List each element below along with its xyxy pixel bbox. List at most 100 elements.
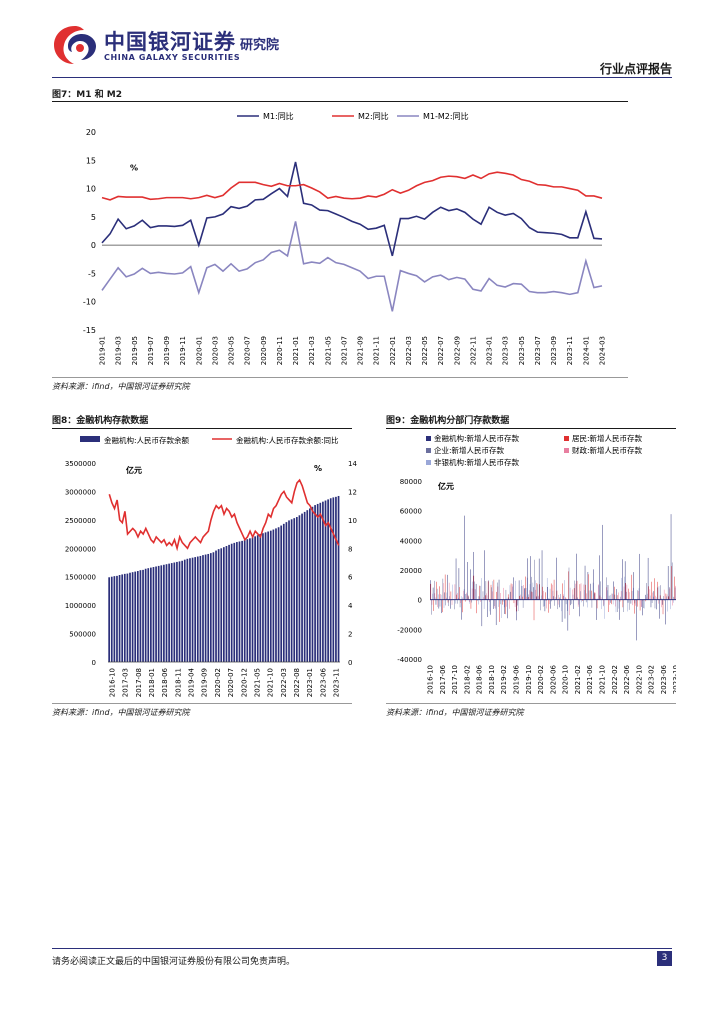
deposit-balance-bar (236, 542, 238, 662)
figure-7-title-rule (52, 101, 628, 102)
x-tick-label: 2019-02 (500, 665, 508, 694)
left-y-tick-label: 2500000 (65, 517, 96, 525)
x-tick-label: 2019-04 (188, 667, 196, 697)
deposit-balance-bar (194, 557, 197, 662)
y-tick-label: 10 (86, 185, 96, 194)
x-tick-label: 2023-10 (672, 665, 676, 694)
y-tick-label: 80000 (400, 478, 422, 486)
deposit-balance-bar (293, 518, 296, 662)
deposit-balance-bar (288, 520, 290, 662)
x-tick-label: 2024-01 (582, 336, 590, 365)
right-y-tick-label: 6 (348, 574, 353, 582)
deposit-balance-bar (155, 566, 157, 662)
deposit-balance-bar (275, 528, 277, 662)
right-y-tick-label: 14 (348, 460, 357, 468)
deposit-balance-bar (246, 539, 249, 662)
deposit-balance-bar (285, 522, 288, 662)
deposit-balance-bar (298, 515, 301, 662)
deposit-balance-bar (170, 563, 173, 662)
deposit-balance-bar (256, 535, 259, 662)
x-tick-label: 2018-11 (174, 668, 182, 697)
right-y-tick-label: 10 (348, 517, 357, 525)
left-y-tick-label: 1000000 (65, 602, 96, 610)
y-tick-label: 15 (86, 156, 96, 165)
x-tick-label: 2019-01 (99, 336, 107, 365)
deposit-balance-bar (183, 559, 186, 662)
legend-label: 金融机构:人民币存款余额:同比 (236, 435, 339, 445)
deposit-balance-bar (337, 495, 340, 662)
deposit-balance-bar (160, 565, 163, 662)
y-tick-label: 20000 (400, 567, 422, 575)
deposit-balance-bar (309, 508, 311, 662)
deposit-balance-bar (316, 503, 319, 662)
x-tick-label: 2020-05 (228, 336, 236, 365)
deposit-balance-bar (277, 527, 280, 662)
institute-label: 研究院 (240, 38, 280, 53)
x-tick-label: 2023-01 (306, 668, 314, 697)
legend-label: 非银机构:新增人民币存款 (434, 457, 520, 467)
footer-disclaimer: 请务必阅读正文最后的中国银河证券股份有限公司免责声明。 (52, 957, 296, 967)
company-logo: 中国银河证券 CHINA GALAXY SECURITIES 研究院 (52, 24, 342, 68)
x-tick-label: 2023-11 (566, 336, 574, 365)
x-tick-label: 2022-01 (389, 336, 397, 365)
x-tick-label: 2021-05 (324, 336, 332, 365)
deposit-balance-bar (168, 563, 170, 662)
deposit-balance-bar (233, 542, 236, 662)
deposit-balance-bar (126, 573, 129, 662)
deposit-balance-bar (295, 517, 298, 662)
x-tick-label: 2019-03 (115, 336, 123, 365)
deposit-balance-bar (254, 536, 256, 662)
x-tick-label: 2017-10 (451, 665, 459, 694)
galaxy-logo-icon (54, 26, 96, 64)
x-tick-label: 2023-06 (319, 667, 327, 697)
deposit-balance-bar (181, 560, 183, 662)
left-unit-label: 亿元 (126, 465, 142, 475)
deposit-balance-bar (150, 567, 152, 662)
x-tick-label: 2021-09 (357, 336, 365, 365)
deposit-balance-bar (163, 564, 165, 662)
x-tick-label: 2023-02 (648, 665, 656, 694)
x-tick-label: 2018-10 (488, 665, 496, 694)
x-tick-label: 2023-06 (660, 664, 668, 694)
deposit-balance-bar (267, 531, 270, 662)
right-unit-label: % (314, 464, 322, 473)
deposit-balance-bar (196, 556, 199, 662)
figure-7-source-rule (52, 377, 628, 378)
x-tick-label: 2020-11 (276, 336, 284, 365)
y-tick-label: -40000 (397, 656, 422, 664)
deposit-balance-bar (335, 496, 337, 662)
deposit-balance-bar (314, 505, 316, 662)
x-tick-label: 2023-09 (550, 336, 558, 365)
deposit-balance-bar (303, 511, 306, 662)
page-number: 3 (657, 951, 672, 966)
x-tick-label: 2020-06 (549, 664, 557, 694)
x-tick-label: 2022-07 (437, 336, 445, 365)
deposit-balance-bar (131, 572, 134, 662)
deposit-balance-bar (134, 571, 137, 662)
legend-label: 居民:新增人民币存款 (572, 433, 643, 443)
deposit-balance-bar (327, 499, 329, 662)
x-tick-label: 2022-02 (611, 665, 619, 694)
deposit-balance-bar (209, 553, 212, 662)
legend-swatch (564, 448, 569, 453)
deposit-balance-bar (290, 519, 293, 662)
deposit-balance-bar (147, 568, 150, 662)
deposit-balance-bar (139, 570, 142, 662)
y-tick-label: 60000 (400, 508, 422, 516)
deposit-balance-bar (259, 534, 262, 662)
right-y-tick-label: 0 (348, 659, 352, 667)
y-tick-label: 20 (86, 128, 96, 137)
deposit-balance-bar (311, 506, 314, 662)
figure-7-title: 图7：M1 和 M2 (52, 90, 122, 100)
deposit-balance-bar (243, 540, 246, 662)
x-tick-label: 2020-02 (537, 665, 545, 694)
deposit-balance-bar (222, 547, 225, 662)
deposit-balance-bar (301, 513, 303, 662)
x-tick-label: 2017-06 (439, 664, 447, 694)
x-tick-label: 2019-06 (513, 664, 521, 694)
deposit-balance-bar (215, 550, 217, 662)
deposit-balance-bar (251, 537, 254, 662)
y-tick-label: -20000 (397, 626, 422, 634)
x-tick-label: 2022-10 (635, 665, 643, 694)
figure-8-title: 图8：金融机构存款数据 (52, 416, 149, 426)
